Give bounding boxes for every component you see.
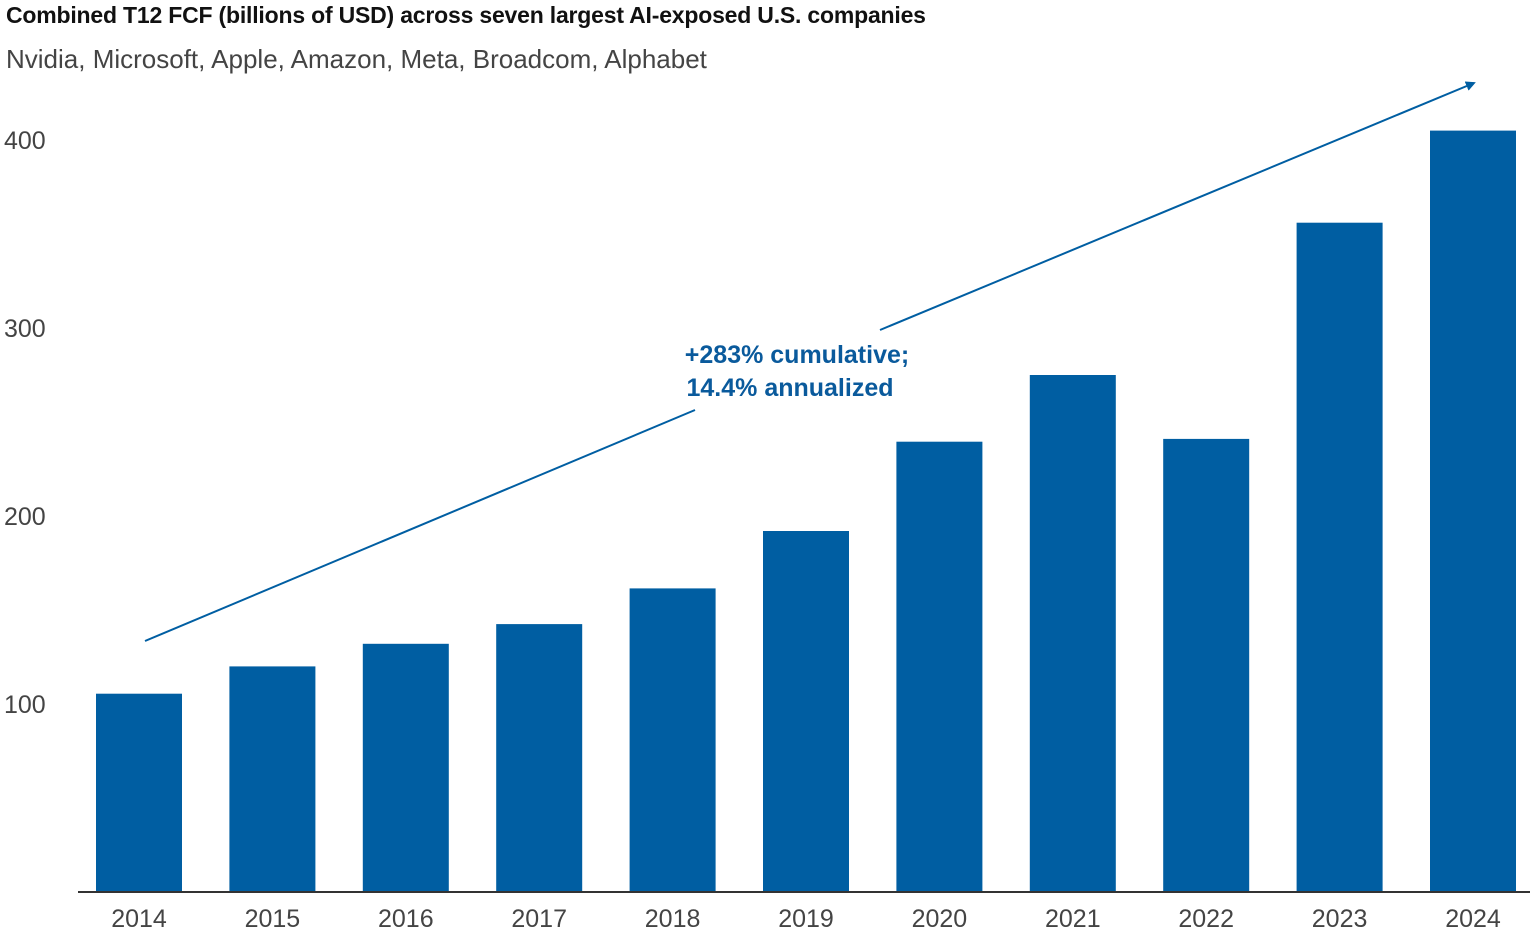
bar-2021	[1029, 375, 1116, 892]
x-tick-label-2015: 2015	[245, 905, 301, 930]
x-tick-label-2017: 2017	[511, 905, 567, 930]
annotation-line-1: +283% cumulative;	[685, 341, 909, 369]
bar-2020	[896, 441, 983, 892]
bar-2019	[763, 531, 849, 892]
y-tick-label-400: 400	[4, 127, 46, 155]
x-tick-label-2024: 2024	[1445, 905, 1501, 930]
x-tick-label-2022: 2022	[1178, 905, 1234, 930]
bar-2016	[362, 643, 449, 892]
y-tick-label-200: 200	[4, 503, 46, 531]
x-tick-label-2023: 2023	[1312, 905, 1368, 930]
bar-2023	[1296, 222, 1383, 892]
x-tick-label-2021: 2021	[1045, 905, 1101, 930]
bars-group	[96, 130, 1516, 893]
y-tick-label-300: 300	[4, 315, 46, 343]
bar-2014	[96, 693, 182, 892]
y-axis-ticks: 100 200 300 400	[4, 127, 46, 719]
bar-2017	[496, 624, 583, 892]
bar-2018	[629, 588, 716, 892]
x-tick-label-2014: 2014	[111, 905, 167, 930]
x-tick-label-2018: 2018	[645, 905, 701, 930]
chart-subtitle: Nvidia, Microsoft, Apple, Amazon, Meta, …	[6, 44, 707, 74]
trend-arrow	[144, 81, 1476, 642]
x-tick-label-2020: 2020	[912, 905, 968, 930]
bar-2022	[1163, 438, 1250, 892]
x-tick-label-2016: 2016	[378, 905, 434, 930]
annotation-line-2: 14.4% annualized	[686, 374, 893, 402]
y-tick-label-100: 100	[4, 691, 46, 719]
x-tick-label-2019: 2019	[778, 905, 834, 930]
trend-arrow-segment-lower	[144, 409, 696, 642]
chart-title: Combined T12 FCF (billions of USD) acros…	[6, 2, 926, 28]
x-axis-ticks: 2014 2015 2016 2017 2018 2019 2020 2021 2022 2023…	[111, 905, 1501, 930]
trend-arrow-segment-upper	[879, 81, 1476, 331]
bar-2024	[1430, 130, 1516, 893]
bar-2015	[229, 666, 316, 892]
